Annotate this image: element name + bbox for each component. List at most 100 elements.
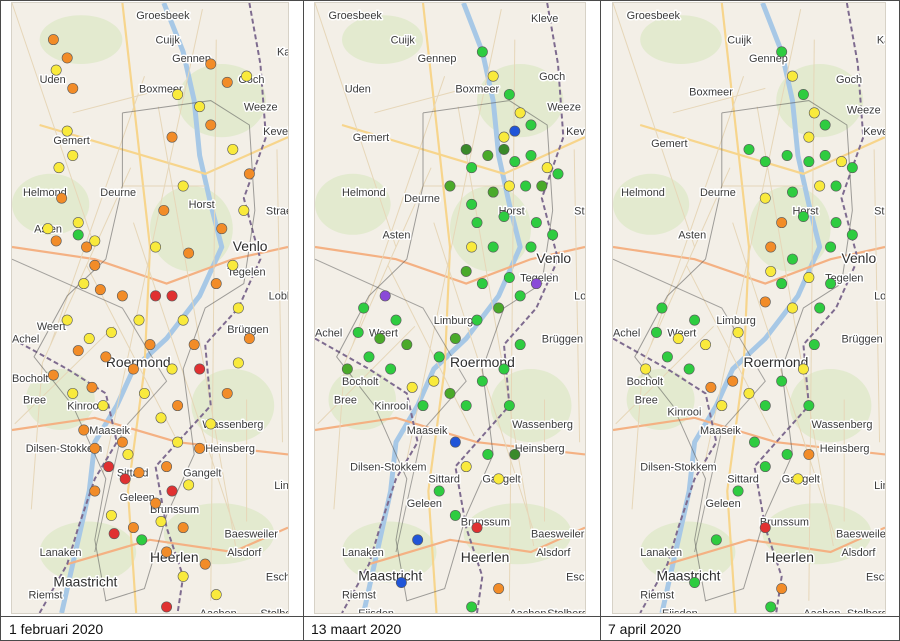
- place-label: Cuijk: [156, 34, 181, 46]
- region-outline: [613, 258, 766, 553]
- place-label: Gemert: [651, 138, 687, 150]
- place-label: Maaseik: [89, 425, 130, 437]
- minor-road: [613, 3, 696, 248]
- measurement-point: [466, 198, 478, 210]
- place-label: Geleen: [705, 498, 740, 510]
- place-label: Bree: [23, 394, 46, 406]
- measurement-point: [89, 235, 101, 247]
- place-label: Cuijk: [727, 34, 752, 46]
- place-label: Kal: [277, 47, 288, 59]
- place-label: Kinrooi: [374, 400, 408, 412]
- measurement-point: [710, 534, 722, 546]
- place-label: Eijsden: [358, 608, 394, 613]
- place-label: Heinsberg: [515, 443, 565, 455]
- minor-road: [650, 76, 745, 345]
- place-label: Weeze: [244, 102, 278, 114]
- place-label: Gennep: [172, 53, 211, 65]
- measurement-point: [825, 278, 837, 290]
- map-canvas: GroesbeekCuijkGennepUdenBoxmeerGochWeeze…: [12, 3, 288, 613]
- measurement-point: [116, 436, 128, 448]
- minor-road: [615, 325, 714, 425]
- measurement-point: [503, 180, 515, 192]
- measurement-point: [493, 473, 505, 485]
- measurement-point: [525, 241, 537, 253]
- river-maas: [659, 3, 823, 613]
- place-label: Eijsden: [662, 608, 698, 613]
- place-label: Wassenberg: [202, 419, 263, 431]
- road: [421, 3, 452, 613]
- measurement-point: [166, 363, 178, 375]
- nature-area: [177, 63, 266, 138]
- minor-road: [41, 167, 132, 364]
- measurement-point: [194, 101, 206, 113]
- measurement-point: [177, 522, 189, 534]
- measurement-point: [227, 259, 239, 271]
- measurement-point: [374, 333, 386, 344]
- national-border: [315, 337, 419, 613]
- measurement-point: [493, 302, 505, 314]
- measurement-point: [172, 400, 184, 412]
- nature-area: [490, 369, 572, 443]
- place-label: Asten: [678, 230, 706, 242]
- measurement-point: [243, 168, 255, 180]
- measurement-point: [428, 375, 440, 387]
- measurement-point: [116, 290, 128, 302]
- place-label: Kevelae: [863, 126, 885, 138]
- measurement-point: [656, 302, 668, 314]
- measurement-point: [509, 125, 521, 137]
- measurement-point: [487, 70, 499, 82]
- measurement-point: [210, 278, 222, 290]
- table-border: [0, 0, 1, 641]
- caption-panel-2: 13 maart 2020: [303, 616, 601, 640]
- measurement-point: [797, 89, 809, 100]
- measurement-point: [390, 314, 402, 326]
- national-border: [613, 337, 718, 613]
- measurement-point: [166, 131, 178, 143]
- nature-area: [342, 521, 437, 583]
- place-label: Gemert: [353, 132, 389, 144]
- caption-text: 1 februari 2020: [9, 621, 104, 637]
- measurement-point: [53, 162, 65, 174]
- measurement-point: [161, 461, 173, 473]
- measurement-point: [460, 400, 472, 412]
- measurement-point: [72, 217, 84, 229]
- measurement-point: [158, 204, 170, 216]
- measurement-point: [732, 326, 744, 338]
- table-divider: [600, 0, 601, 641]
- measurement-point: [341, 363, 353, 375]
- measurement-point: [144, 339, 156, 351]
- measurement-point: [830, 217, 842, 229]
- nature-area: [450, 186, 531, 272]
- minor-road: [14, 325, 115, 425]
- measurement-point: [72, 345, 84, 357]
- place-label: Wassenberg: [512, 419, 573, 431]
- caption-panel-1: 1 februari 2020: [0, 616, 304, 640]
- measurement-point: [67, 82, 79, 94]
- measurement-point: [520, 180, 532, 192]
- place-label: Straelen: [574, 205, 585, 217]
- measurement-point: [78, 278, 90, 290]
- place-label: Limburg: [434, 315, 473, 327]
- river-maas: [59, 3, 225, 613]
- measurement-point: [105, 509, 117, 521]
- place-label: Lanaken: [40, 547, 82, 559]
- measurement-point: [536, 180, 548, 192]
- road: [720, 3, 751, 613]
- measurement-point: [241, 70, 253, 82]
- place-label: Lobb: [874, 291, 885, 303]
- measurement-point: [72, 229, 84, 241]
- road: [613, 416, 885, 456]
- measurement-point: [476, 375, 488, 387]
- caption-panel-3: 7 april 2020: [600, 616, 900, 640]
- place-label: Groesbeek: [136, 10, 190, 22]
- measurement-point: [205, 119, 217, 131]
- measurement-point: [476, 278, 488, 290]
- place-label: Eschw: [266, 571, 288, 583]
- place-label: Dilsen-Stokkem: [350, 461, 426, 473]
- measurement-point: [819, 150, 831, 161]
- road: [121, 3, 152, 613]
- place-label: Limburg: [716, 315, 755, 327]
- measurement-point: [150, 241, 162, 253]
- measurement-point: [444, 180, 456, 192]
